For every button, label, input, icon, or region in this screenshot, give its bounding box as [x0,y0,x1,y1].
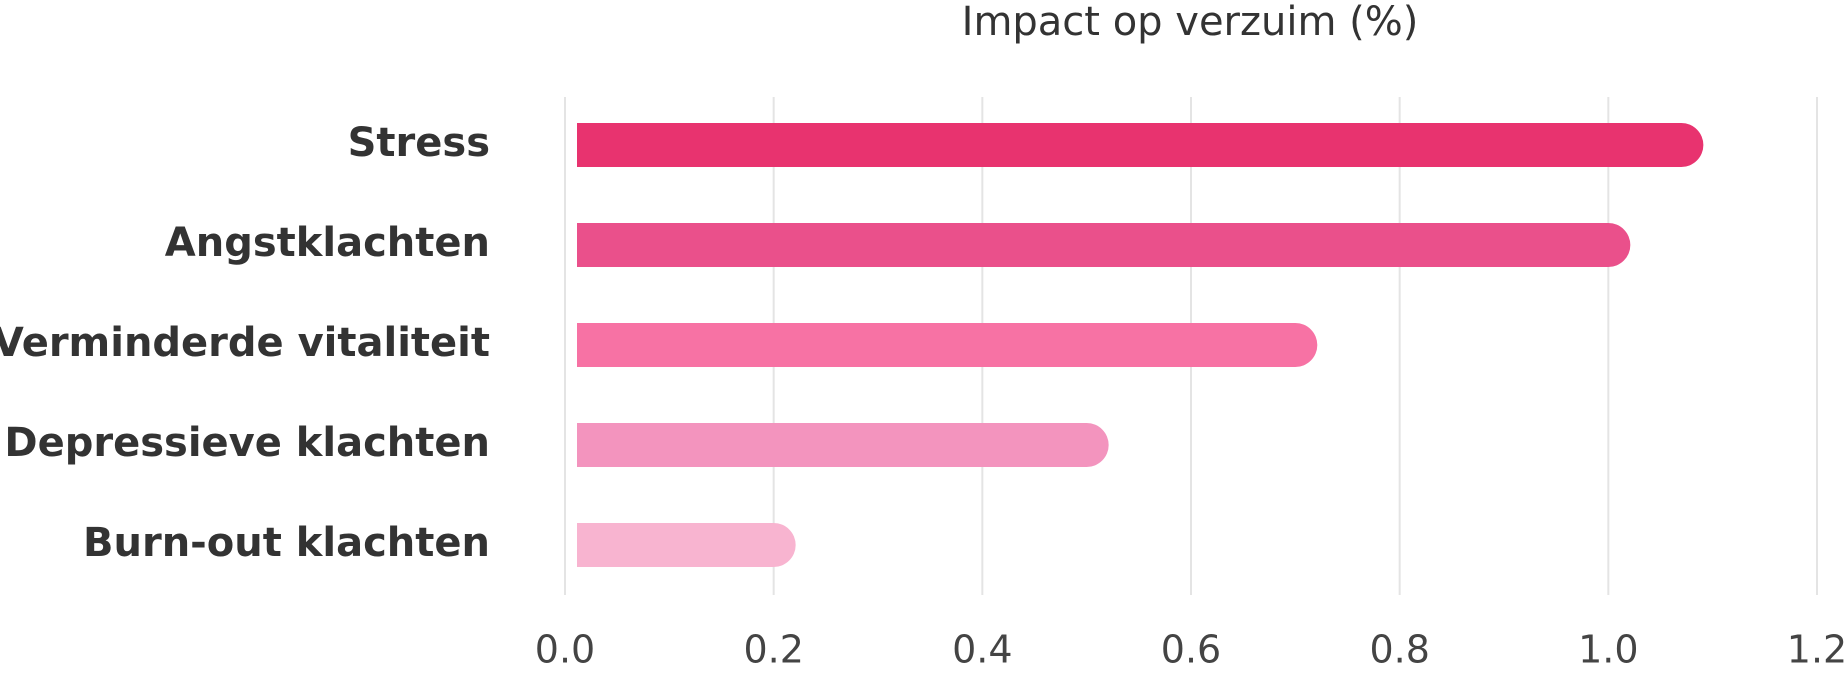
y-tick-label: Depressieve klachten [4,420,490,466]
x-tick-label: 0.2 [743,628,803,672]
x-tick-label: 0.4 [952,628,1012,672]
x-tick-label: 1.0 [1578,628,1638,672]
x-tick-label: 1.2 [1787,628,1847,672]
y-tick-label: Burn-out klachten [83,520,490,566]
bar [577,523,796,567]
x-tick-label: 0.6 [1161,628,1221,672]
bar [577,123,1704,167]
x-tick-label: 0.8 [1369,628,1429,672]
bar [577,423,1109,467]
chart-title: Impact op verzuim (%) [962,0,1419,45]
y-tick-label: Stress [348,120,490,166]
bar [577,323,1318,367]
y-tick-label: Verminderde vitaliteit [0,320,490,366]
y-tick-label: Angstklachten [165,220,490,266]
x-tick-label: 0.0 [535,628,595,672]
bar [577,223,1631,267]
